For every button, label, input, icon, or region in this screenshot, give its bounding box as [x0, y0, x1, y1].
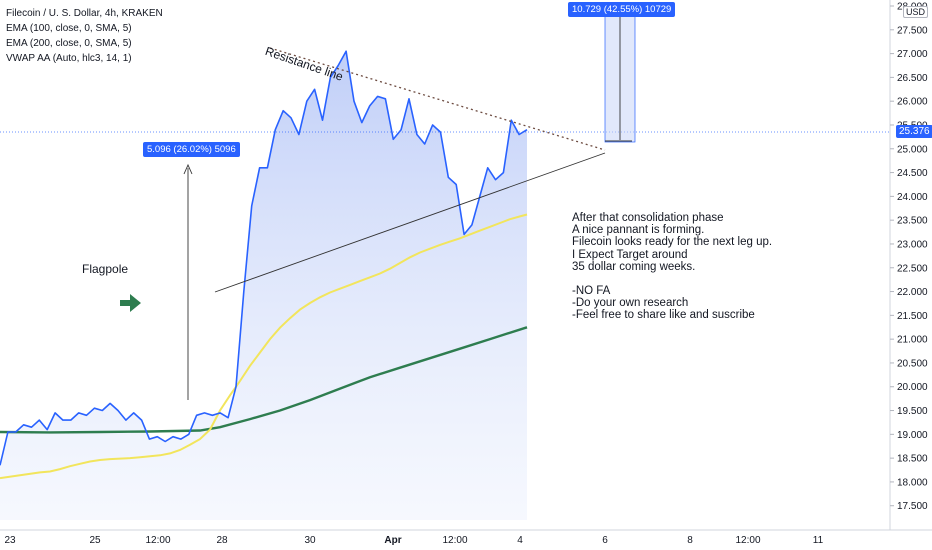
x-tick-label: 8 — [687, 535, 693, 546]
x-tick-label: 6 — [602, 535, 608, 546]
price-line — [0, 50, 528, 466]
legend-title: Filecoin / U. S. Dollar, 4h, KRAKEN — [6, 8, 163, 19]
y-tick-label: 20.000 — [897, 382, 928, 393]
right-arrow-icon — [120, 294, 141, 312]
flagpole-label: Flagpole — [82, 262, 129, 276]
note-line: -Do your own research — [572, 297, 689, 310]
analysis-note: After that consolidation phase A nice pan… — [572, 212, 772, 322]
ema200-line — [0, 326, 528, 434]
ema100-line — [0, 213, 528, 480]
y-tick-label: 22.500 — [897, 263, 928, 274]
x-tick-label: 28 — [216, 535, 228, 546]
price-area-fill — [0, 51, 527, 520]
y-tick-label: 18.000 — [897, 477, 928, 488]
note-line: I Expect Target around — [572, 248, 688, 261]
y-tick-label: 19.000 — [897, 430, 928, 441]
target-measure-label: 10.729 (42.55%) 10729 — [568, 2, 676, 17]
x-tick-label: 12:00 — [442, 535, 467, 546]
y-tick-label: 25.000 — [897, 144, 928, 155]
note-line: -Feel free to share like and suscribe — [572, 309, 755, 322]
note-line — [572, 273, 772, 285]
x-tick-label: 12:00 — [735, 535, 760, 546]
y-tick-label: 22.000 — [897, 287, 928, 298]
y-tick-label: 20.500 — [897, 358, 928, 369]
x-tick-label: 4 — [517, 535, 523, 546]
legend-ema200: EMA (200, close, 0, SMA, 5) — [6, 38, 132, 49]
y-tick-label: 19.500 — [897, 406, 928, 417]
x-tick-label: 12:00 — [145, 535, 170, 546]
x-tick-label: 25 — [89, 535, 101, 546]
resistance-line[interactable] — [269, 47, 606, 151]
y-tick-label: 26.000 — [897, 97, 928, 108]
note-line: A nice pannant is forming. — [572, 224, 705, 237]
y-tick-label: 23.000 — [897, 239, 928, 250]
x-tick-label: 11 — [813, 535, 824, 546]
y-tick-label: 27.500 — [897, 25, 928, 36]
x-tick-label: 23 — [4, 535, 16, 546]
currency-label[interactable]: USD — [903, 6, 929, 18]
y-tick-label: 24.000 — [897, 192, 928, 203]
legend-ema100: EMA (100, close, 0, SMA, 5) — [6, 23, 132, 34]
legend-vwap: VWAP AA (Auto, hlc3, 14, 1) — [6, 53, 132, 64]
flagpole-measure-label: 5.096 (26.02%) 5096 — [143, 142, 240, 157]
current-price-label: 25.376 — [896, 125, 932, 138]
note-line: After that consolidation phase — [572, 212, 724, 224]
y-tick-label: 21.000 — [897, 335, 928, 346]
y-tick-label: 26.500 — [897, 73, 928, 84]
chart-legend: Filecoin / U. S. Dollar, 4h, KRAKEN EMA … — [6, 6, 163, 66]
y-tick-label: 18.500 — [897, 454, 928, 465]
y-tick-label: 21.500 — [897, 311, 928, 322]
y-tick-label: 17.500 — [897, 501, 928, 512]
y-tick-label: 23.500 — [897, 216, 928, 227]
note-line: 35 dollar coming weeks. — [572, 260, 696, 273]
note-line: Filecoin looks ready for the next leg up… — [572, 236, 773, 249]
x-tick-label: 30 — [304, 535, 316, 546]
y-tick-label: 27.000 — [897, 49, 928, 60]
x-tick-label: Apr — [384, 535, 401, 546]
flagpole-arrowhead — [183, 163, 193, 175]
support-line[interactable] — [214, 152, 606, 293]
note-line: -NO FA — [572, 285, 611, 298]
y-tick-label: 24.500 — [897, 168, 928, 179]
